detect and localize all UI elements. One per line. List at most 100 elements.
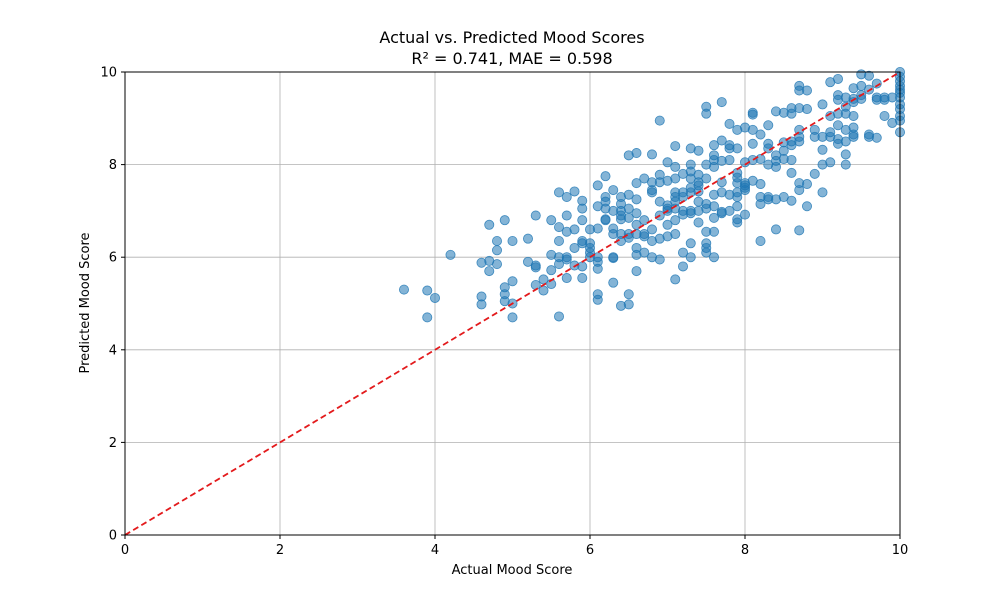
data-point	[740, 185, 751, 196]
data-point	[709, 212, 720, 223]
data-point	[709, 252, 720, 263]
data-point	[794, 185, 805, 196]
data-point	[701, 247, 712, 258]
data-point	[623, 212, 634, 223]
axis-ticks: 0 2 4 6 8 10 0 2 4 6 8 10	[100, 66, 908, 559]
data-point	[639, 247, 650, 258]
data-point	[670, 161, 681, 172]
data-point	[662, 219, 673, 230]
data-point	[778, 145, 789, 156]
data-point	[592, 223, 603, 234]
data-point	[670, 173, 681, 184]
data-point	[569, 224, 580, 235]
data-point	[747, 109, 758, 120]
data-point	[662, 157, 673, 168]
x-axis-label: Actual Mood Score	[452, 563, 573, 578]
data-point	[732, 217, 743, 228]
data-point	[670, 141, 681, 152]
data-point	[771, 161, 782, 172]
data-point	[577, 203, 588, 214]
data-point	[476, 299, 487, 310]
data-point	[802, 85, 813, 96]
data-point	[577, 261, 588, 272]
data-point	[709, 201, 720, 212]
data-point	[771, 224, 782, 235]
data-point	[491, 245, 502, 256]
data-point	[755, 198, 766, 209]
data-point	[786, 167, 797, 178]
chart-subtitle: R² = 0.741, MAE = 0.598	[411, 49, 612, 68]
data-point	[678, 261, 689, 272]
data-point	[554, 222, 565, 233]
data-point	[670, 215, 681, 226]
data-point	[507, 312, 518, 323]
data-point	[701, 108, 712, 119]
data-point	[429, 292, 440, 303]
data-point	[530, 279, 541, 290]
data-point	[491, 235, 502, 246]
data-point	[422, 312, 433, 323]
data-point	[685, 238, 696, 249]
y-tick-label: 6	[109, 251, 117, 266]
data-point	[445, 249, 456, 260]
data-point	[623, 289, 634, 300]
data-point	[709, 161, 720, 172]
data-point	[623, 189, 634, 200]
data-point	[879, 110, 890, 121]
data-point	[484, 266, 495, 277]
data-point	[755, 129, 766, 140]
data-point	[794, 136, 805, 147]
x-tick-label: 8	[741, 543, 749, 558]
data-point	[825, 157, 836, 168]
data-point	[631, 148, 642, 159]
x-tick-label: 0	[121, 543, 129, 558]
data-point	[871, 78, 882, 89]
data-point	[833, 73, 844, 84]
data-point	[538, 285, 549, 296]
data-point	[647, 187, 658, 198]
data-point	[499, 215, 510, 226]
data-point	[554, 311, 565, 322]
data-point	[693, 217, 704, 228]
y-tick-label: 4	[109, 343, 117, 358]
data-point	[763, 120, 774, 131]
data-point	[724, 205, 735, 216]
data-point	[592, 294, 603, 305]
data-point	[848, 131, 859, 142]
data-point	[561, 254, 572, 265]
data-point	[817, 99, 828, 110]
data-point	[647, 149, 658, 160]
data-point	[724, 154, 735, 165]
data-point	[592, 180, 603, 191]
data-point	[848, 110, 859, 121]
data-point	[654, 115, 665, 126]
data-point	[732, 192, 743, 203]
data-point	[530, 262, 541, 273]
plot-frame	[124, 71, 901, 536]
data-point	[670, 274, 681, 285]
y-tick-label: 8	[109, 158, 117, 173]
data-point	[786, 108, 797, 119]
data-point	[678, 247, 689, 258]
data-point	[631, 208, 642, 219]
data-point	[786, 154, 797, 165]
data-point	[685, 252, 696, 263]
x-tick-label: 10	[892, 543, 909, 558]
data-point	[709, 226, 720, 237]
x-tick-label: 6	[586, 543, 594, 558]
data-point	[608, 277, 619, 288]
x-tick-label: 4	[431, 543, 439, 558]
data-point	[561, 192, 572, 203]
data-point	[523, 233, 534, 244]
data-point	[732, 143, 743, 154]
data-point	[422, 285, 433, 296]
y-tick-label: 2	[109, 436, 117, 451]
data-point	[755, 154, 766, 165]
data-point	[802, 201, 813, 212]
data-point	[546, 215, 557, 226]
data-point	[740, 209, 751, 220]
data-point	[569, 186, 580, 197]
data-point	[554, 259, 565, 270]
